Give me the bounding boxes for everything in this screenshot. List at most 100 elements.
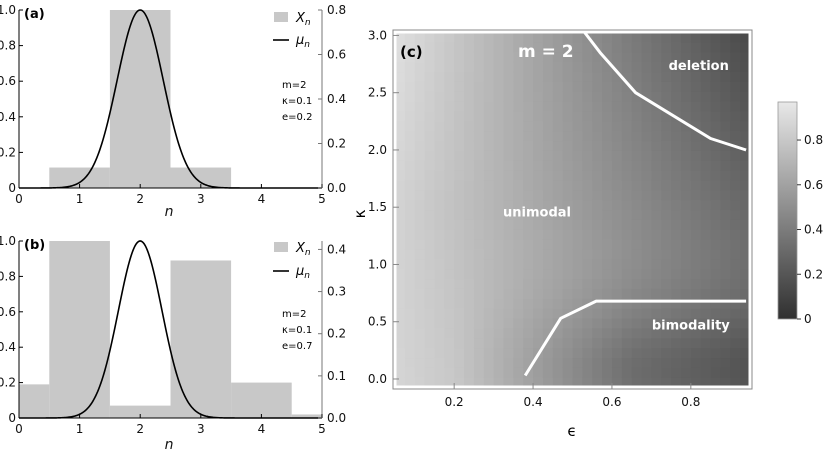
heatmap-cell	[503, 32, 514, 43]
heatmap-cell	[542, 130, 554, 142]
heatmap-cell	[621, 61, 633, 73]
heatmap-cell	[444, 199, 455, 211]
heatmap-cell	[602, 81, 613, 92]
heatmap-cell	[602, 189, 613, 201]
heatmap-cell	[690, 317, 702, 329]
heatmap-cell	[710, 199, 722, 211]
heatmap-cell	[671, 357, 682, 368]
heatmap-cell	[631, 347, 643, 359]
heatmap-cell	[621, 337, 633, 349]
heatmap-cell	[572, 189, 583, 201]
colorbar-tick-label: 0	[804, 312, 812, 326]
heatmap-cell	[730, 258, 741, 270]
heatmap-cell	[493, 219, 505, 230]
heatmap-cell	[680, 179, 692, 191]
heatmap-cell	[404, 189, 416, 201]
heatmap-cell	[631, 170, 643, 181]
heatmap-cell	[503, 81, 514, 92]
heatmap-cell	[395, 81, 406, 92]
heatmap-cell	[700, 209, 712, 220]
heatmap-cell	[592, 229, 603, 240]
heatmap-cell	[720, 130, 731, 142]
heatmap-cell	[582, 317, 593, 329]
heatmap-cell	[582, 357, 593, 368]
heatmap-cell	[631, 367, 643, 378]
heatmap-cell	[552, 239, 564, 250]
y-tick-label: 0.5	[368, 315, 387, 329]
heatmap-cell	[523, 347, 534, 359]
heatmap-cell	[671, 71, 682, 82]
heatmap-cell	[582, 327, 593, 339]
y-tick-label: 0.0	[368, 372, 387, 386]
heatmap-cell	[404, 51, 416, 63]
heatmap-cell	[414, 199, 426, 211]
heatmap-cell	[395, 229, 406, 240]
heatmap-cell	[641, 170, 652, 181]
heatmap-cell	[444, 278, 455, 289]
heatmap-cell	[464, 81, 475, 92]
heatmap-cell	[680, 71, 692, 82]
heatmap-cell	[562, 357, 574, 368]
y2-tick-label: 0.8	[327, 3, 346, 17]
heatmap-cell	[730, 81, 741, 92]
bar-n0	[19, 384, 50, 418]
heatmap-cell	[562, 377, 574, 388]
heatmap-cell	[454, 229, 465, 240]
heatmap-cell	[621, 160, 633, 171]
heatmap-cell	[434, 337, 445, 349]
heatmap-cell	[395, 32, 406, 43]
heatmap-cell	[621, 367, 633, 378]
heatmap-cell	[414, 357, 426, 368]
heatmap-cell	[395, 288, 406, 299]
heatmap-cell	[493, 160, 505, 171]
heatmap-cell	[602, 120, 613, 132]
heatmap-cell	[740, 140, 751, 151]
heatmap-cell	[582, 209, 593, 220]
heatmap-cell	[533, 239, 544, 250]
heatmap-cell	[454, 51, 465, 63]
heatmap-cell	[473, 160, 485, 171]
heatmap-cell	[621, 110, 633, 122]
heatmap-cell	[641, 81, 652, 92]
heatmap-cell	[592, 110, 603, 122]
heatmap-cell	[523, 219, 534, 230]
heatmap-cell	[621, 91, 633, 102]
heatmap-cell	[661, 160, 672, 171]
heatmap-cell	[454, 81, 465, 92]
heatmap-cell	[503, 229, 514, 240]
heatmap-cell	[464, 61, 475, 73]
heatmap-cell	[404, 91, 416, 102]
heatmap-cell	[690, 101, 702, 112]
heatmap-cell	[602, 377, 613, 388]
heatmap-cell	[493, 32, 505, 43]
heatmap-cell	[464, 91, 475, 102]
heatmap-cell	[444, 41, 455, 53]
heatmap-cell	[533, 209, 544, 220]
heatmap-cell	[651, 347, 662, 359]
heatmap-cell	[602, 258, 613, 270]
heatmap-cell	[434, 120, 445, 132]
heatmap-cell	[562, 248, 574, 260]
heatmap-cell	[523, 170, 534, 181]
heatmap-cell	[542, 229, 554, 240]
heatmap-cell	[641, 347, 652, 359]
heatmap-cell	[493, 120, 505, 132]
heatmap-cell	[473, 51, 485, 63]
heatmap-cell	[720, 199, 731, 211]
heatmap-cell	[483, 101, 495, 112]
heatmap-cell	[730, 120, 741, 132]
heatmap-border	[392, 29, 753, 390]
heatmap-cell	[720, 61, 731, 73]
heatmap-cell	[582, 170, 593, 181]
heatmap-cell	[513, 278, 524, 289]
heatmap-cell	[513, 140, 524, 151]
heatmap-cell	[404, 170, 416, 181]
heatmap-cell	[700, 248, 712, 260]
heatmap-cell	[434, 298, 445, 309]
heatmap-cell	[444, 160, 455, 171]
heatmap-cell	[700, 229, 712, 240]
heatmap-cell	[395, 298, 406, 309]
heatmap-cell	[730, 130, 741, 142]
bar-n1	[49, 167, 110, 188]
heatmap-cell	[602, 51, 613, 63]
